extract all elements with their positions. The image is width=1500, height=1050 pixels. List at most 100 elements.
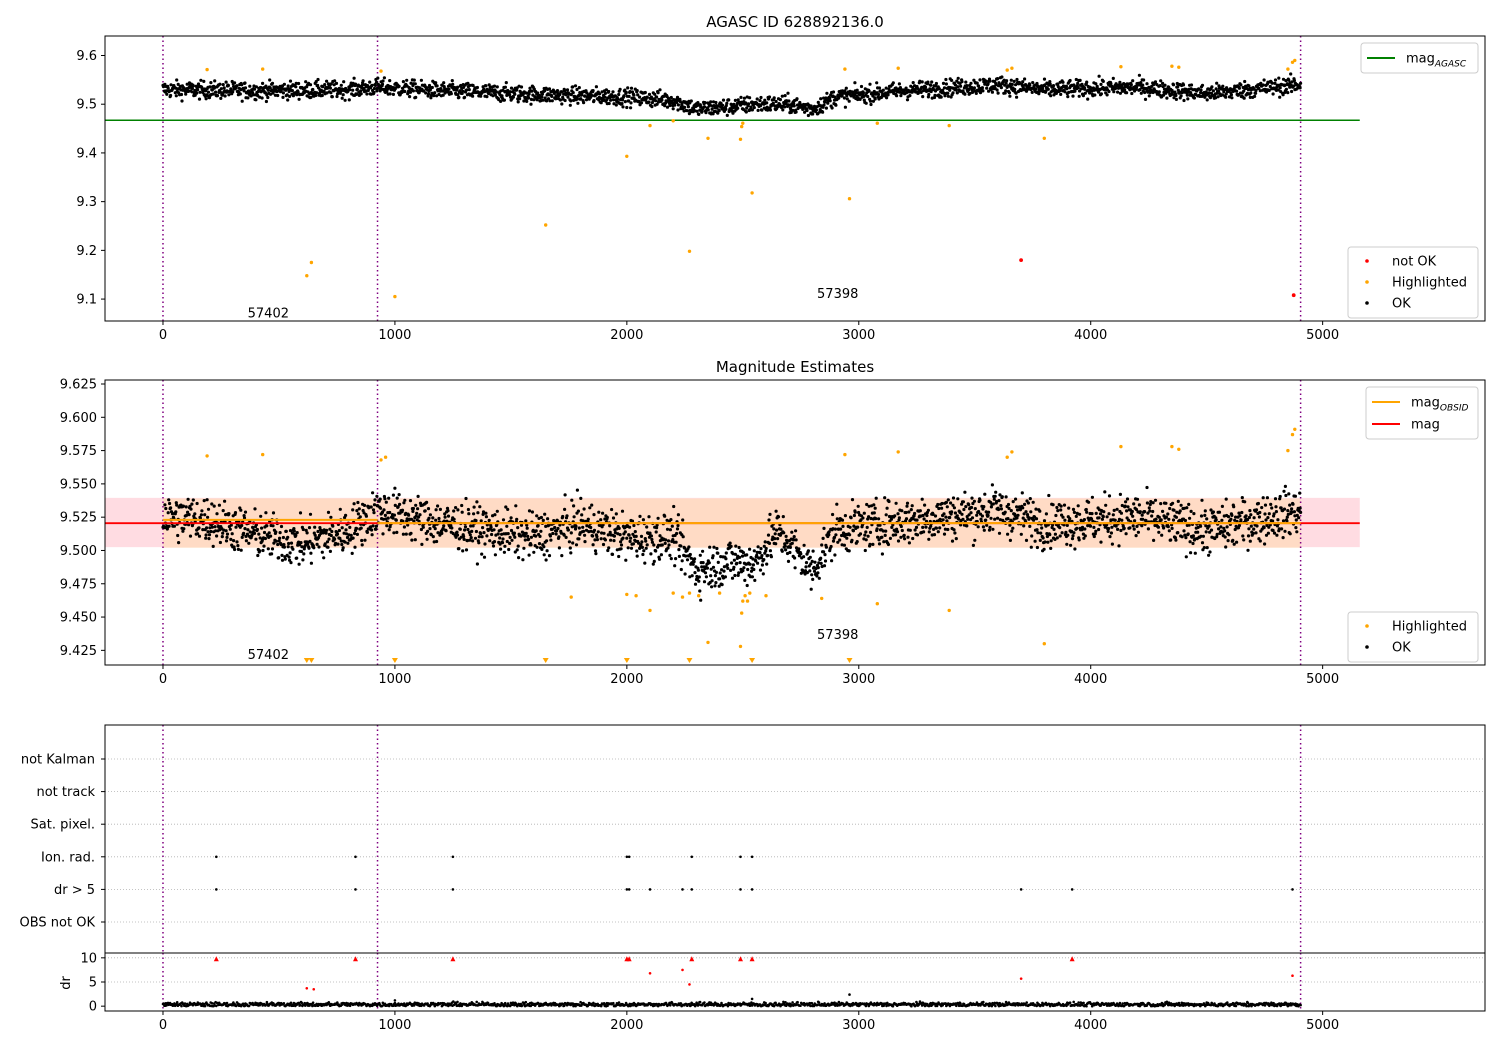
ok-point bbox=[726, 566, 730, 571]
ok-point bbox=[756, 108, 760, 112]
ok-point bbox=[578, 91, 582, 95]
ok-point bbox=[1147, 94, 1151, 98]
ok-point bbox=[606, 533, 610, 537]
ok-point bbox=[826, 101, 830, 105]
ok-point bbox=[594, 85, 599, 89]
ok-point bbox=[565, 514, 569, 518]
ok-point bbox=[1248, 539, 1252, 543]
ok-point bbox=[510, 538, 514, 542]
ok-point bbox=[950, 539, 955, 543]
ok-point bbox=[577, 526, 581, 530]
ok-point bbox=[571, 541, 575, 545]
ok-point bbox=[569, 93, 573, 97]
ok-point bbox=[1040, 526, 1044, 530]
ok-point bbox=[1294, 518, 1298, 522]
ok-point bbox=[885, 96, 889, 100]
ok-point bbox=[425, 500, 429, 504]
ok-point bbox=[328, 527, 332, 531]
ok-point bbox=[1071, 534, 1075, 538]
ok-point bbox=[964, 505, 968, 509]
ok-point bbox=[688, 575, 692, 579]
ok-point bbox=[1107, 512, 1111, 516]
ok-point bbox=[927, 92, 931, 97]
highlighted-point bbox=[1119, 444, 1123, 449]
ok-point bbox=[628, 539, 632, 544]
highlighted-point bbox=[1005, 455, 1009, 459]
highlighted-point bbox=[1170, 444, 1174, 449]
ok-point bbox=[1292, 78, 1296, 83]
ok-point bbox=[558, 523, 562, 527]
ok-point bbox=[1267, 88, 1271, 92]
ok-point bbox=[933, 93, 937, 97]
ok-point bbox=[1245, 518, 1250, 522]
ok-point bbox=[655, 95, 659, 99]
ok-point bbox=[1074, 77, 1078, 82]
ok-point bbox=[1068, 78, 1072, 83]
ok-point bbox=[897, 516, 902, 520]
ok-point bbox=[1263, 542, 1267, 546]
ok-point bbox=[572, 515, 576, 519]
ok-point bbox=[516, 100, 520, 104]
ok-point bbox=[1173, 536, 1177, 540]
ok-point bbox=[369, 525, 373, 529]
ok-point bbox=[698, 589, 702, 593]
ok-point bbox=[1179, 503, 1183, 507]
ok-point bbox=[1170, 526, 1174, 531]
ok-point bbox=[434, 508, 438, 512]
ok-point bbox=[671, 538, 675, 542]
ok-point bbox=[381, 517, 386, 521]
ok-point bbox=[619, 547, 623, 551]
ok-point bbox=[1209, 508, 1213, 512]
ok-point bbox=[863, 533, 867, 537]
ok-point bbox=[269, 534, 273, 538]
ok-point bbox=[862, 511, 866, 515]
ok-point bbox=[1132, 502, 1136, 506]
ok-point bbox=[773, 104, 777, 108]
ok-point bbox=[1141, 517, 1145, 521]
ok-point bbox=[1112, 90, 1116, 94]
ok-point bbox=[345, 535, 350, 540]
ok-point bbox=[724, 557, 728, 561]
ok-point bbox=[911, 517, 915, 521]
ok-point bbox=[974, 91, 978, 95]
x-tick-label: 1000 bbox=[378, 328, 411, 343]
ok-point bbox=[1148, 502, 1152, 507]
ok-point bbox=[805, 108, 809, 113]
highlighted-point bbox=[875, 602, 879, 606]
ok-point bbox=[768, 512, 772, 517]
ok-point bbox=[1064, 530, 1068, 535]
ok-point bbox=[767, 95, 772, 99]
ok-point bbox=[1083, 527, 1087, 531]
ok-point bbox=[333, 79, 337, 83]
ok-point bbox=[1239, 518, 1243, 522]
ok-point bbox=[265, 524, 269, 528]
ok-point bbox=[295, 531, 299, 535]
ok-point bbox=[675, 531, 679, 536]
ok-point bbox=[906, 535, 910, 539]
ok-point bbox=[1000, 495, 1004, 499]
ok-point bbox=[1065, 87, 1069, 91]
ok-point bbox=[850, 538, 854, 542]
ok-point bbox=[1196, 530, 1200, 534]
ok-point bbox=[466, 527, 470, 532]
highlighted-point bbox=[393, 294, 397, 299]
ok-point bbox=[965, 524, 969, 528]
ok-point bbox=[1103, 490, 1107, 494]
ok-point bbox=[1220, 504, 1224, 508]
ok-point bbox=[1281, 77, 1286, 81]
ok-point bbox=[301, 527, 305, 532]
ok-point bbox=[1029, 545, 1033, 549]
ok-point bbox=[1107, 494, 1112, 498]
legend-point-label: Highlighted bbox=[1392, 276, 1467, 291]
ok-point bbox=[803, 572, 807, 576]
ok-point bbox=[656, 516, 660, 520]
ok-point bbox=[581, 525, 585, 529]
ok-point bbox=[629, 86, 634, 90]
ok-point bbox=[598, 92, 602, 96]
ok-point bbox=[996, 516, 1000, 520]
ok-point bbox=[365, 530, 369, 535]
ok-point bbox=[872, 511, 876, 515]
ok-point bbox=[1056, 85, 1060, 89]
ok-point bbox=[424, 91, 428, 95]
